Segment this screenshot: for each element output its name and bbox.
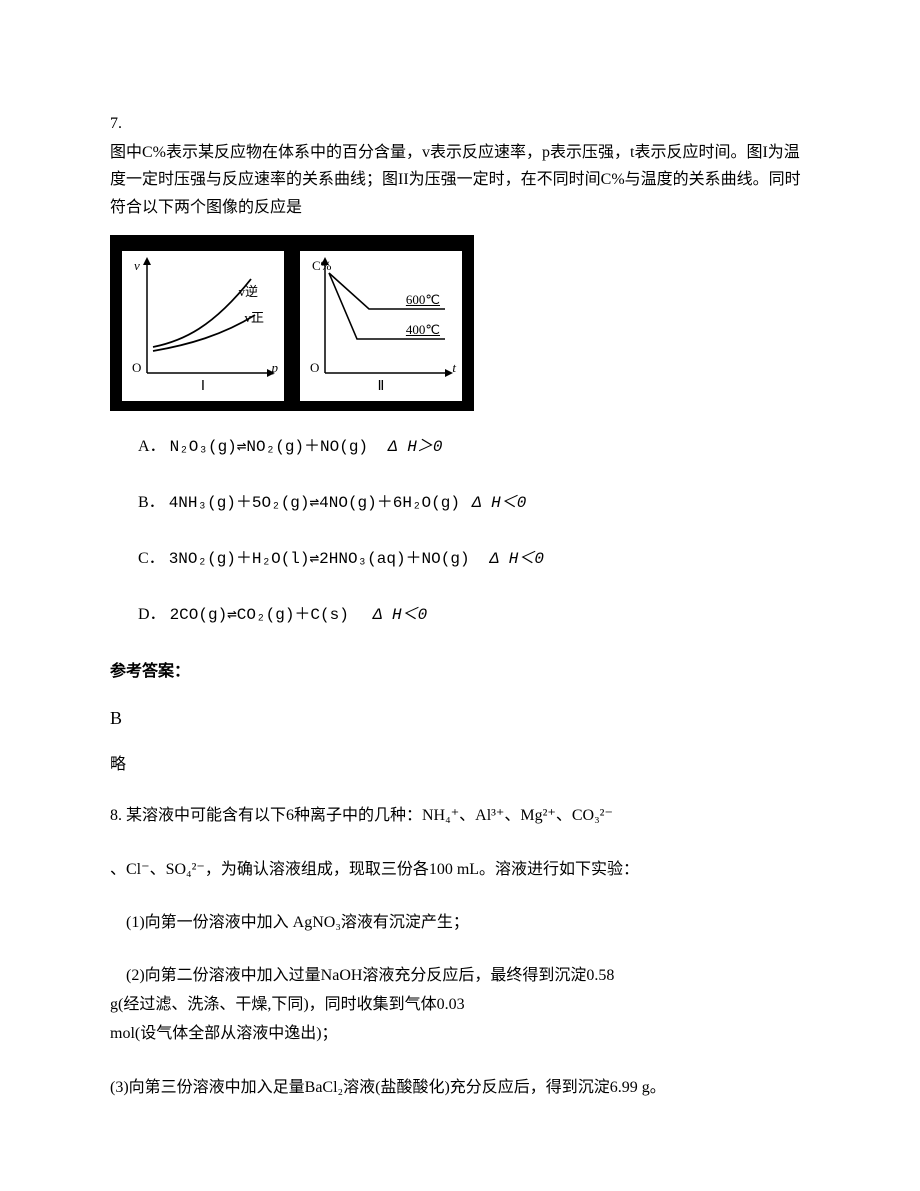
figure-panel-2: C% t O Ⅱ 600℃ 400℃ bbox=[300, 251, 462, 401]
q8-p2c: mol(设气体全部从溶液中逸出)； bbox=[110, 1020, 810, 1047]
q8-p2b: g(经过滤、洗涤、干燥,下同)，同时收集到气体0.03 bbox=[110, 991, 810, 1018]
option-d: D． 2CO(g)⇌CO₂(g)＋C(s) Δ H＜0 bbox=[138, 601, 810, 629]
option-b-letter: B． bbox=[138, 494, 165, 511]
option-d-eq: 2CO(g)⇌CO₂(g)＋C(s) bbox=[170, 606, 349, 624]
q8-intro-b: 、Cl⁻、SO₄²⁻，为确认溶液组成，现取三份各100 mL。溶液进行如下实验： bbox=[110, 856, 810, 883]
answer-heading: 参考答案： bbox=[110, 658, 810, 685]
panel2-label: Ⅱ bbox=[378, 375, 385, 399]
figure-container: v p O Ⅰ v逆 v正 C% t O Ⅱ 600℃ 400℃ bbox=[110, 235, 474, 411]
panel2-line-bottom: 400℃ bbox=[406, 319, 440, 341]
option-c-dh: Δ H＜0 bbox=[490, 550, 544, 568]
panel2-line-top: 600℃ bbox=[406, 289, 440, 311]
answer-brief: 略 bbox=[110, 751, 810, 778]
panel2-x-label: t bbox=[452, 357, 456, 379]
panel1-origin: O bbox=[132, 357, 141, 379]
option-b-dh: Δ H＜0 bbox=[472, 494, 526, 512]
option-d-dh: Δ H＜0 bbox=[373, 606, 427, 624]
option-c-eq: 3NO₂(g)＋H₂O(l)⇌2HNO₃(aq)＋NO(g) bbox=[169, 550, 470, 568]
option-b: B． 4NH₃(g)＋5O₂(g)⇌4NO(g)＋6H₂O(g) Δ H＜0 bbox=[138, 489, 810, 517]
q7-stem: 图中C%表示某反应物在体系中的百分含量，v表示反应速率，p表示压强，t表示反应时… bbox=[110, 139, 810, 221]
figure-panel-1: v p O Ⅰ v逆 v正 bbox=[122, 251, 284, 401]
option-a-eq: N₂O₃(g)⇌NO₂(g)＋NO(g) bbox=[170, 438, 368, 456]
panel1-curve-top: v逆 bbox=[238, 281, 258, 303]
option-a-letter: A． bbox=[138, 438, 166, 455]
option-d-letter: D． bbox=[138, 606, 166, 623]
panel1-y-label: v bbox=[134, 255, 140, 277]
option-b-eq: 4NH₃(g)＋5O₂(g)⇌4NO(g)＋6H₂O(g) bbox=[169, 494, 460, 512]
panel1-curve-bottom: v正 bbox=[244, 307, 264, 329]
q8-intro-a: 8. 某溶液中可能含有以下6种离子中的几种：NH₄⁺、Al³⁺、Mg²⁺、CO₃… bbox=[110, 802, 810, 829]
option-c: C． 3NO₂(g)＋H₂O(l)⇌2HNO₃(aq)＋NO(g) Δ H＜0 bbox=[138, 545, 810, 573]
q8-block: 8. 某溶液中可能含有以下6种离子中的几种：NH₄⁺、Al³⁺、Mg²⁺、CO₃… bbox=[110, 802, 810, 1100]
answer-letter: B bbox=[110, 703, 810, 734]
q8-p1: (1)向第一份溶液中加入 AgNO₃溶液有沉淀产生； bbox=[110, 909, 810, 936]
option-c-letter: C． bbox=[138, 550, 165, 567]
q8-p3: (3)向第三份溶液中加入足量BaCl₂溶液(盐酸酸化)充分反应后，得到沉淀6.9… bbox=[110, 1074, 810, 1101]
option-a-dh: Δ H＞0 bbox=[388, 438, 442, 456]
panel1-label: Ⅰ bbox=[201, 375, 205, 399]
q8-p2a: (2)向第二份溶液中加入过量NaOH溶液充分反应后，最终得到沉淀0.58 bbox=[110, 962, 810, 989]
panel2-origin: O bbox=[310, 357, 319, 379]
option-a: A． N₂O₃(g)⇌NO₂(g)＋NO(g) Δ H＞0 bbox=[138, 433, 810, 461]
q7-number: 7. bbox=[110, 110, 810, 137]
q7-options: A． N₂O₃(g)⇌NO₂(g)＋NO(g) Δ H＞0 B． 4NH₃(g)… bbox=[138, 433, 810, 630]
panel2-y-label: C% bbox=[312, 255, 332, 277]
panel1-x-label: p bbox=[272, 357, 279, 379]
